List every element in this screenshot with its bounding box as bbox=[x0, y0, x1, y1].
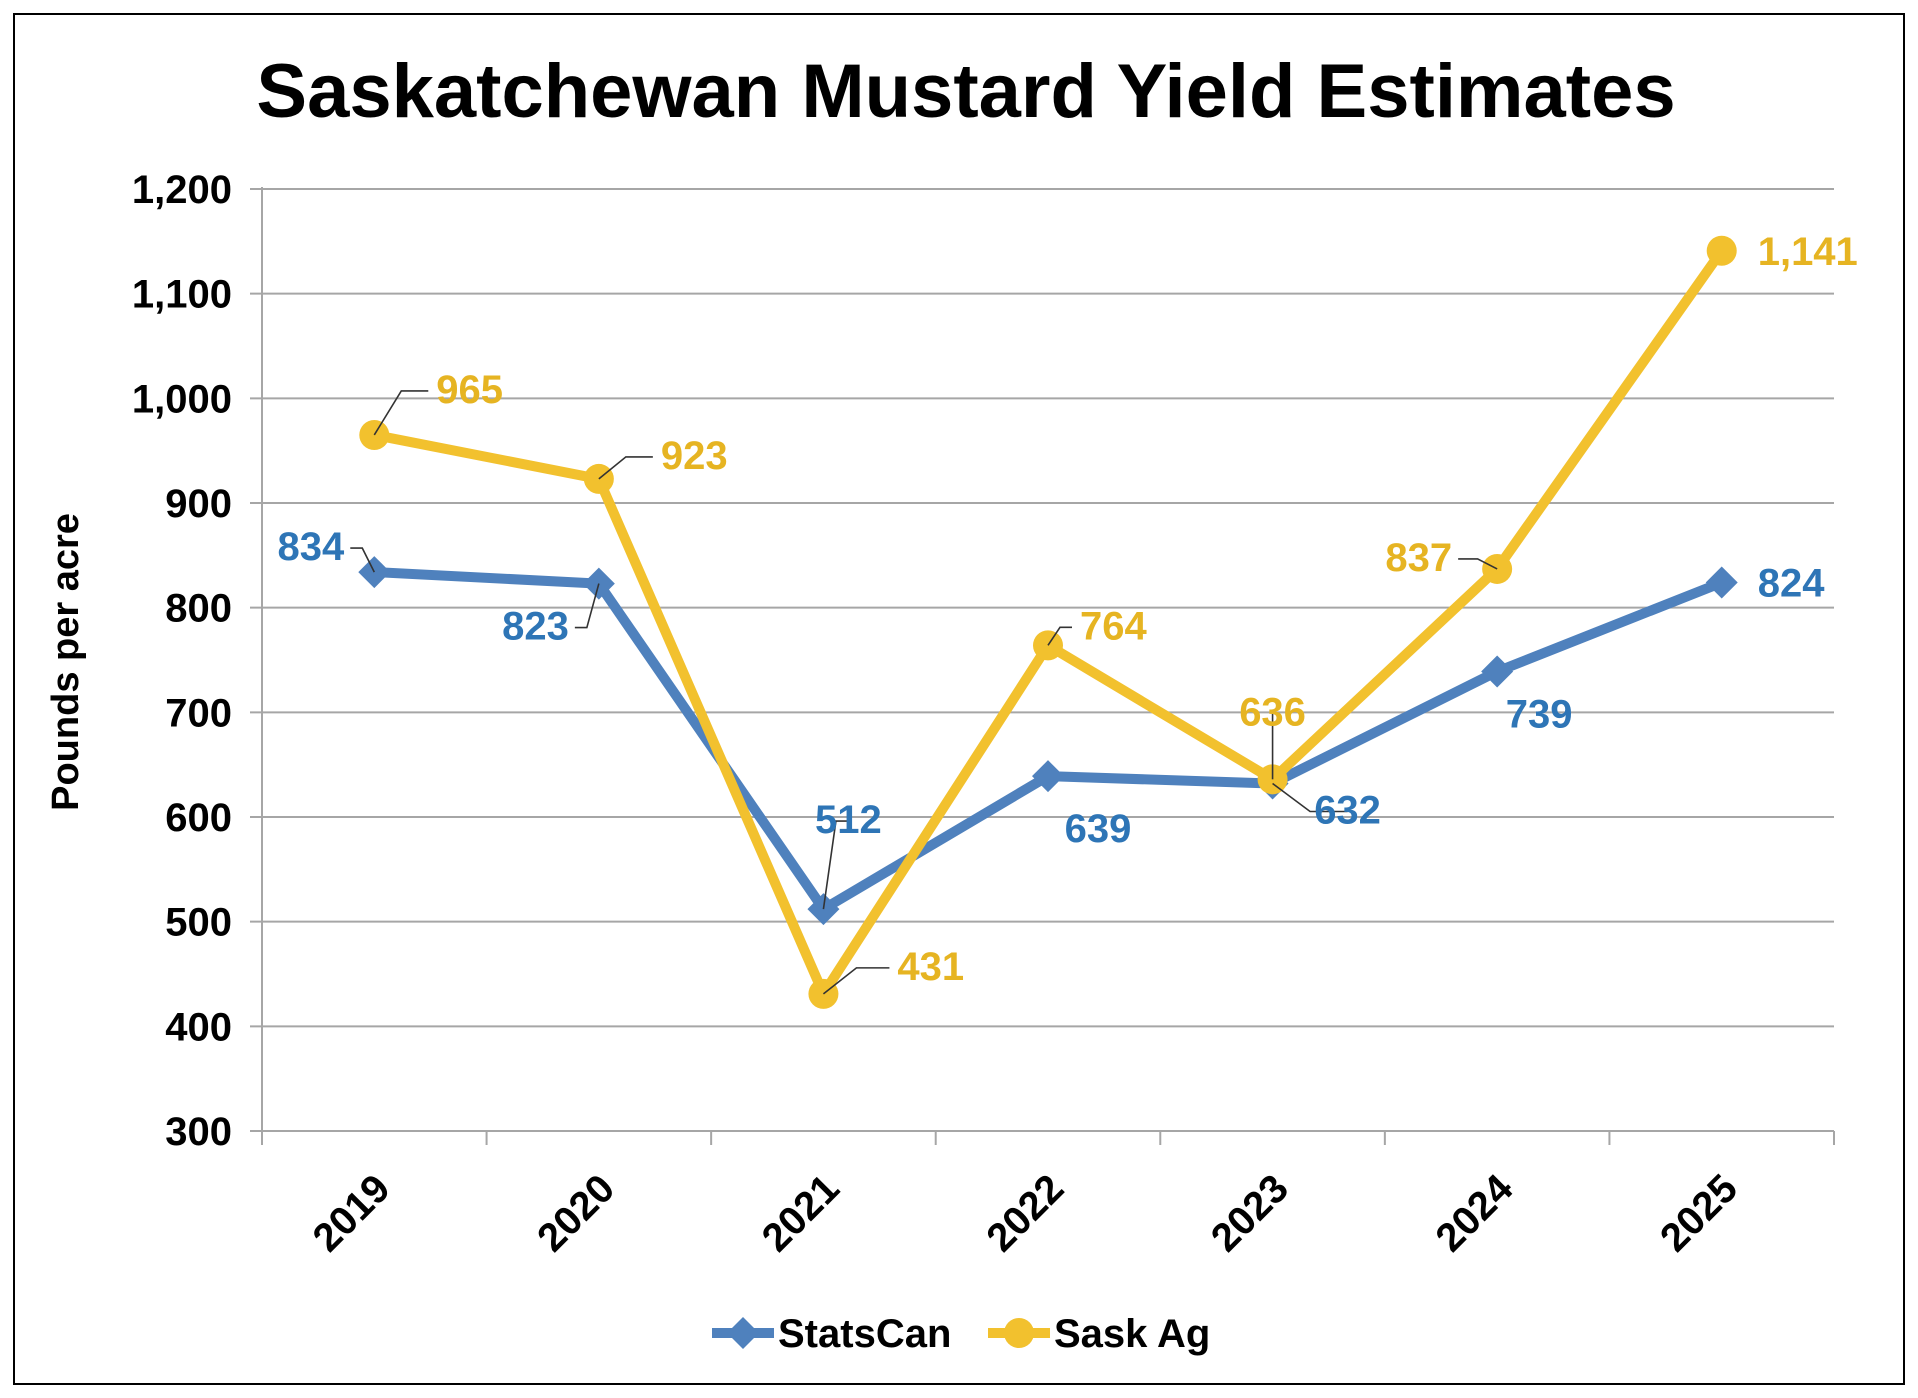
data-point-statscan bbox=[1705, 566, 1738, 599]
y-tick-label: 600 bbox=[165, 796, 232, 840]
data-label-sask-ag: 965 bbox=[436, 368, 503, 412]
chart-border bbox=[13, 13, 1905, 1385]
data-label-statscan: 632 bbox=[1314, 789, 1381, 833]
y-tick-label: 400 bbox=[165, 1005, 232, 1049]
y-tick-label: 900 bbox=[165, 482, 232, 526]
legend-item-statscan: StatsCan bbox=[712, 1312, 951, 1356]
y-tick-label: 700 bbox=[165, 691, 232, 735]
legend-marker-diamond bbox=[727, 1317, 759, 1349]
y-tick-label: 300 bbox=[165, 1110, 232, 1154]
y-tick-label: 1,000 bbox=[132, 377, 232, 421]
legend: StatsCan Sask Ag bbox=[712, 1312, 1210, 1356]
label-leader-line bbox=[373, 390, 429, 436]
legend-item-sask-ag: Sask Ag bbox=[988, 1312, 1210, 1356]
data-label-statscan: 823 bbox=[502, 605, 569, 649]
chart-title: Saskatchewan Mustard Yield Estimates bbox=[256, 49, 1675, 134]
gridlines bbox=[250, 188, 1834, 1132]
legend-label: Sask Ag bbox=[1054, 1312, 1210, 1356]
label-leader-line bbox=[350, 547, 376, 573]
data-label-statscan: 739 bbox=[1506, 693, 1573, 737]
label-leader-line bbox=[822, 820, 849, 910]
data-label-sask-ag: 837 bbox=[1385, 536, 1452, 580]
y-axis-label: Pounds per acre bbox=[45, 513, 87, 811]
data-label-sask-ag: 636 bbox=[1239, 690, 1306, 734]
data-label-sask-ag: 923 bbox=[661, 434, 728, 478]
label-leader-line bbox=[574, 583, 600, 629]
data-label-statscan: 824 bbox=[1758, 562, 1825, 606]
data-point-statscan bbox=[1481, 655, 1514, 688]
y-tick-label: 1,100 bbox=[132, 273, 232, 317]
data-label-sask-ag: 1,141 bbox=[1758, 230, 1858, 274]
data-point-statscan bbox=[1032, 760, 1064, 793]
data-label-sask-ag: 431 bbox=[897, 945, 964, 989]
data-label-statscan: 639 bbox=[1065, 807, 1132, 851]
data-point-sask-ag bbox=[1706, 235, 1737, 266]
label-leader-line bbox=[1047, 626, 1072, 646]
y-tick-label: 800 bbox=[165, 587, 232, 631]
data-label-sask-ag: 764 bbox=[1080, 604, 1147, 648]
label-leader-line bbox=[822, 967, 890, 995]
legend-marker-circle bbox=[1004, 1318, 1034, 1348]
y-tick-label: 1,200 bbox=[132, 168, 232, 212]
y-axis-tick-labels: 300 400 500 600 700 800 900 1,000 1,100 1,200 bbox=[132, 168, 232, 1154]
data-labels: 834 823 512 639 632 739 824 965 923 431 764 636 837 1… bbox=[278, 230, 1858, 995]
data-label-statscan: 512 bbox=[815, 798, 882, 842]
legend-label: StatsCan bbox=[778, 1312, 951, 1356]
data-label-statscan: 834 bbox=[278, 525, 345, 569]
label-leader-line bbox=[1458, 558, 1498, 570]
label-leader-line bbox=[598, 456, 653, 480]
label-leader-line bbox=[1272, 782, 1348, 813]
y-tick-label: 500 bbox=[165, 901, 232, 945]
